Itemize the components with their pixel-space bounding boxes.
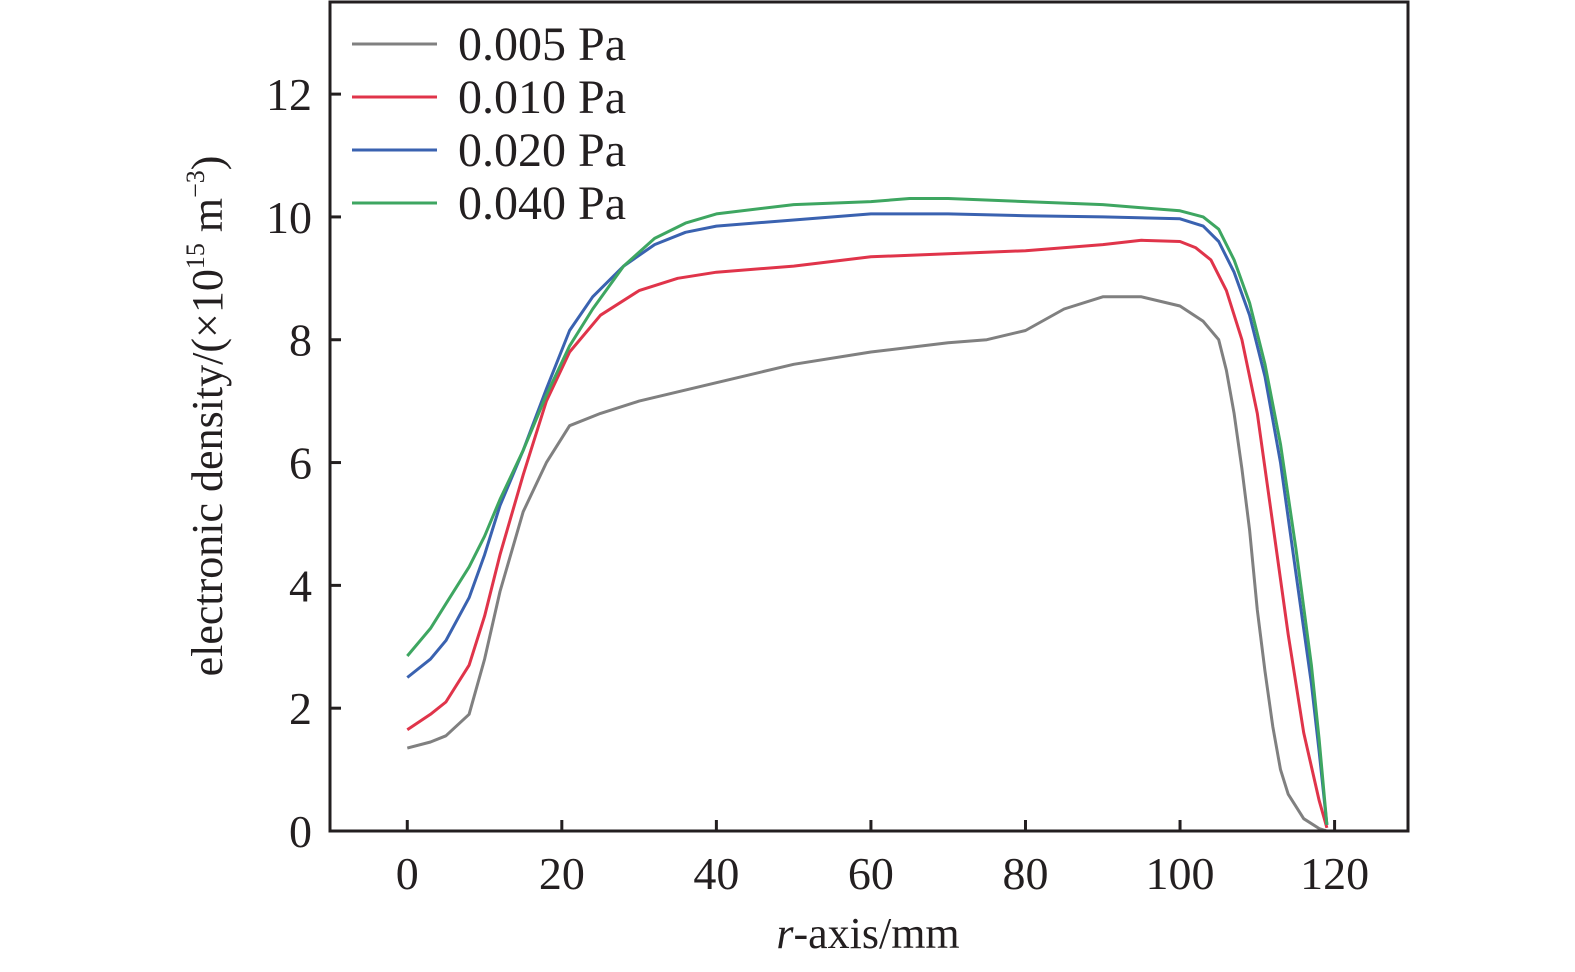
- y-tick-label: 2: [289, 683, 312, 734]
- x-axis-label: r-axis/mm: [776, 909, 959, 958]
- x-tick-label: 100: [1146, 848, 1215, 899]
- legend-label: 0.005 Pa: [458, 18, 626, 71]
- y-tick-label: 6: [289, 438, 312, 489]
- x-tick-label: 60: [848, 848, 894, 899]
- y-tick-label: 12: [266, 69, 312, 120]
- x-tick-label: 120: [1300, 848, 1369, 899]
- x-tick-label: 40: [693, 848, 739, 899]
- x-axis-label-rest: -axis/mm: [793, 909, 959, 958]
- y-label-mid: m: [183, 198, 232, 243]
- series-line-0-010-pa: [406, 238, 1329, 829]
- series-line-0-020-pa: [406, 212, 1329, 826]
- y-tick-label: 4: [289, 560, 312, 611]
- x-axis-label-italic: r: [776, 909, 794, 958]
- x-tick-label: 20: [539, 848, 585, 899]
- series-line-0-040-pa: [406, 197, 1329, 826]
- legend-label: 0.020 Pa: [458, 124, 626, 177]
- y-label-exp1: 15: [181, 243, 210, 269]
- y-tick-label: 8: [289, 315, 312, 366]
- x-tick-label: 0: [396, 848, 419, 899]
- y-tick-label: 0: [289, 806, 312, 857]
- legend-label: 0.040 Pa: [458, 177, 626, 230]
- legend: 0.005 Pa0.010 Pa0.020 Pa0.040 Pa: [352, 18, 626, 230]
- axis-ticks: 0 20 40 60 80 100 120 0 2 4 6 8 10 12: [266, 69, 1369, 899]
- legend-label: 0.010 Pa: [458, 71, 626, 124]
- plot-frame: [328, 0, 1410, 833]
- y-axis-label: electronic density/(×1015 m−3): [181, 156, 232, 677]
- y-tick-label: 10: [266, 192, 312, 243]
- series-layer: [406, 197, 1329, 833]
- y-label-main: electronic density/(×10: [183, 269, 232, 676]
- y-label-end: ): [183, 156, 232, 171]
- series-line-0-005-pa: [406, 295, 1328, 833]
- y-label-exp2: −3: [181, 170, 210, 198]
- x-tick-label: 80: [1002, 848, 1048, 899]
